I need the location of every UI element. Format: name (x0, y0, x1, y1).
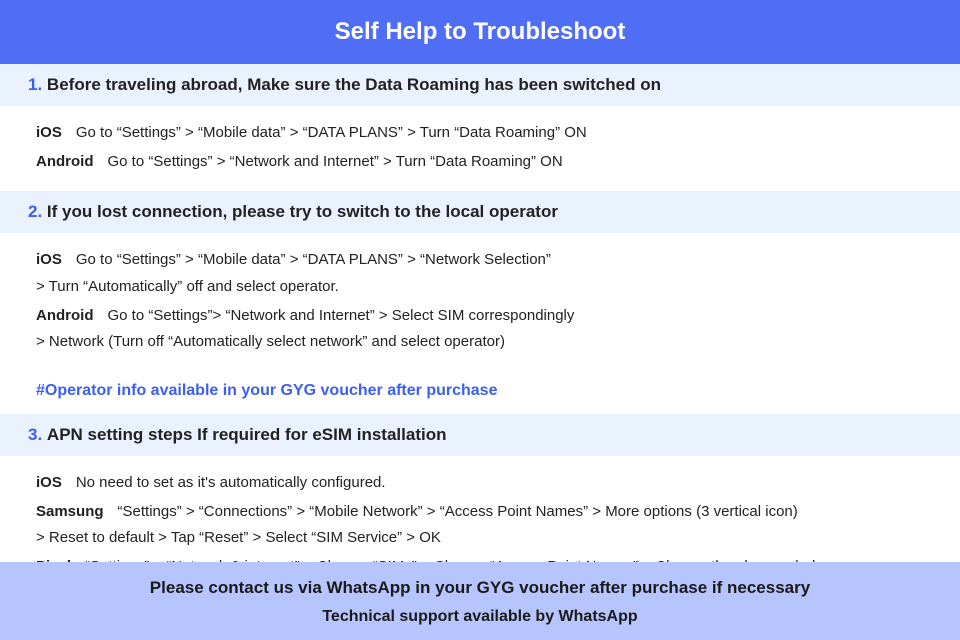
list-item: iOS No need to set as it's automatically… (36, 472, 924, 495)
list-item: iOS Go to “Settings” > “Mobile data” > “… (36, 122, 924, 145)
section-2-bold: If you lost connection, please try to sw… (47, 202, 558, 221)
platform-label: iOS (36, 122, 62, 145)
section-3-title: 3. APN setting steps If required for eSI… (0, 414, 960, 456)
page-header: Self Help to Troubleshoot (0, 0, 960, 64)
list-item: Samsung “Settings” > “Connections” > “Mo… (36, 501, 924, 524)
platform-label: Android (36, 151, 94, 174)
instruction-text: “Settings” > “Connections” > “Mobile Net… (118, 501, 798, 524)
platform-label: iOS (36, 249, 62, 272)
page-title: Self Help to Troubleshoot (335, 18, 626, 45)
list-item: iOS Go to “Settings” > “Mobile data” > “… (36, 249, 924, 272)
footer-line1: Please contact us via WhatsApp in your G… (0, 578, 960, 598)
section-2-num: 2. (28, 202, 42, 221)
instruction-text: Go to “Settings” > “Mobile data” > “DATA… (76, 249, 551, 272)
list-item: Android Go to “Settings”> “Network and I… (36, 305, 924, 328)
section-1-num: 1. (28, 75, 42, 94)
section-2-note: #Operator info available in your GYG vou… (0, 372, 960, 414)
instruction-text: No need to set as it's automatically con… (76, 472, 386, 495)
footer-line2: Technical support available by WhatsApp (0, 608, 960, 626)
section-1-title: 1. Before traveling abroad, Make sure th… (0, 64, 960, 106)
section-2-title: 2. If you lost connection, please try to… (0, 191, 960, 233)
instruction-cont: > Reset to default > Tap “Reset” > Selec… (36, 529, 924, 546)
section-2-content: iOS Go to “Settings” > “Mobile data” > “… (0, 233, 960, 372)
instruction-text: Go to “Settings” > “Mobile data” > “DATA… (76, 122, 587, 145)
list-item: Android Go to “Settings” > “Network and … (36, 151, 924, 174)
instruction-text: Go to “Settings” > “Network and Internet… (108, 151, 563, 174)
section-1-bold: Before traveling abroad, (47, 75, 243, 94)
section-1-content: iOS Go to “Settings” > “Mobile data” > “… (0, 106, 960, 191)
instruction-text: Go to “Settings”> “Network and Internet”… (108, 305, 575, 328)
section-1-rest: Make sure the Data Roaming has been swit… (242, 75, 661, 94)
platform-label: Android (36, 305, 94, 328)
platform-label: Samsung (36, 501, 104, 524)
platform-label: iOS (36, 472, 62, 495)
section-3-bold: APN setting steps If required for eSIM i… (47, 425, 447, 444)
instruction-cont: > Network (Turn off “Automatically selec… (36, 333, 924, 350)
page-footer: Please contact us via WhatsApp in your G… (0, 562, 960, 640)
section-3-num: 3. (28, 425, 42, 444)
instruction-cont: > Turn “Automatically” off and select op… (36, 278, 924, 295)
